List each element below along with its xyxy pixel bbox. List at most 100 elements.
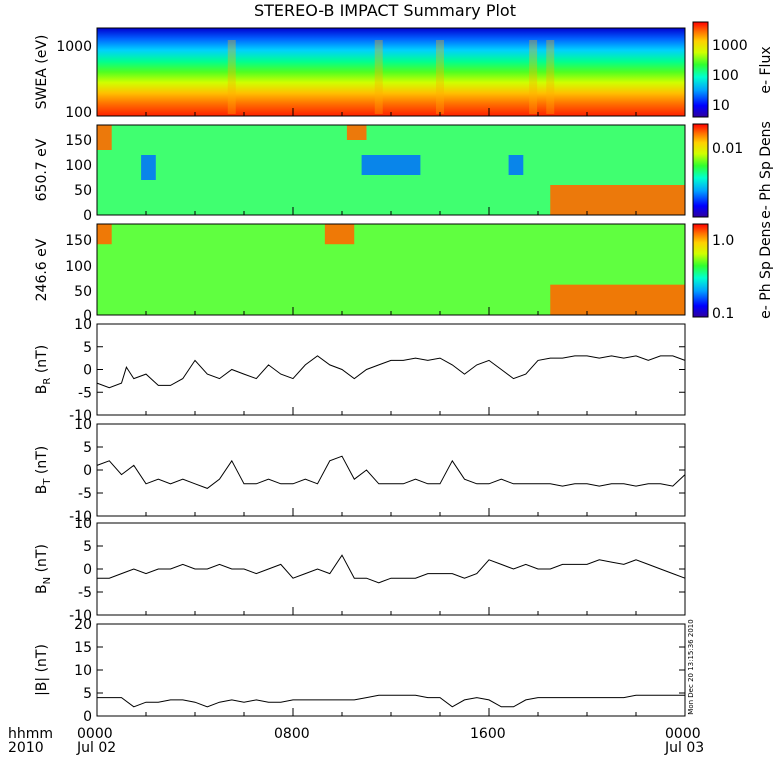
- xtick-1600: 1600: [470, 726, 506, 742]
- br-ytick-label-1: 5: [83, 340, 92, 356]
- br-ylabel-sub: R: [42, 378, 53, 385]
- pad650-region-5: [550, 185, 685, 215]
- pad650-region-4: [508, 155, 524, 175]
- swea-panel: 1000 100 SWEA (eV) 1000 100 10 e- Flux: [34, 21, 774, 121]
- date-start: Jul 02: [76, 740, 116, 756]
- pad246-ytick-0: 0: [83, 308, 92, 324]
- bn-series-line: [97, 554, 686, 584]
- bn-ytick-label-4: -10: [69, 608, 92, 624]
- br-ytick-label-4: -10: [69, 408, 92, 424]
- swea-cbtick-1000: 1000: [712, 38, 748, 54]
- swea-cblabel: e- Flux: [758, 46, 774, 93]
- bmag-ytick-label-4: 0: [83, 709, 92, 725]
- bn-ytick-label-2: 0: [83, 562, 92, 578]
- swea-heatmap: [97, 28, 685, 116]
- date-end: Jul 03: [664, 740, 704, 756]
- pad650-region-2: [346, 125, 367, 140]
- swea-event-0: [227, 40, 236, 114]
- swea-event-3: [529, 40, 538, 114]
- bn-ytick-label-0: 10: [74, 516, 92, 532]
- pad650-ylabel: 650.7 eV: [34, 138, 50, 201]
- swea-ytick-100: 100: [65, 105, 92, 121]
- footer-year: 2010: [8, 740, 44, 756]
- bt-ylabel-main: B: [34, 485, 50, 495]
- bt-ylabel-unit: (nT): [34, 446, 50, 479]
- pad246-cbtick-0.1: 0.1: [712, 306, 734, 322]
- pad246-panel: 150 100 50 0 246.6 eV 1.0 0.1 e- Ph Sp D…: [34, 221, 774, 324]
- bmag-panel: 20 15 10 5 0 |B| (nT): [34, 617, 686, 725]
- pad650-colorbar: [692, 123, 709, 218]
- bt-ytick-label-0: 10: [74, 417, 92, 433]
- bn-ytick-label-1: 5: [83, 539, 92, 555]
- swea-colorbar: [692, 21, 709, 118]
- swea-cbtick-100: 100: [712, 68, 739, 84]
- pad246-ytick-50: 50: [74, 284, 92, 300]
- bt-panel: 10 5 0 -5 -10 BT (nT): [34, 417, 686, 525]
- pad650-region-3: [361, 155, 421, 175]
- bmag-ylabel: |B| (nT): [34, 644, 50, 696]
- swea-cbtick-10: 10: [712, 98, 730, 114]
- swea-event-1: [374, 40, 383, 114]
- bmag-ytick-label-3: 5: [83, 686, 92, 702]
- pad650-ytick-100: 100: [65, 158, 92, 174]
- br-frame: [96, 323, 686, 416]
- swea-event-2: [436, 40, 444, 114]
- bmag-ytick-label-2: 10: [74, 663, 92, 679]
- pad650-ytick-0: 0: [83, 208, 92, 224]
- br-series-line: [96, 355, 686, 389]
- br-ytick-label-3: -5: [78, 385, 92, 401]
- footer-hhmm: hhmm: [8, 726, 53, 742]
- bt-series-line: [96, 455, 686, 489]
- bn-panel: 10 5 0 -5 -10 BN (nT): [34, 516, 686, 624]
- swea-ylabel: SWEA (eV): [34, 35, 50, 110]
- pad246-region-0: [97, 224, 112, 245]
- bt-ylabel-sub: T: [42, 478, 53, 486]
- bt-frame: [96, 423, 686, 517]
- pad650-region-1: [141, 155, 156, 180]
- pad246-ytick-100: 100: [65, 259, 92, 275]
- xtick-0000-start: 0000: [77, 726, 113, 742]
- pad650-region-0: [97, 125, 112, 150]
- bmag-frame: [96, 623, 686, 717]
- pad246-region-1: [324, 224, 355, 245]
- bmag-ytick-label-0: 20: [74, 617, 92, 633]
- bt-ylabel: BT (nT): [34, 446, 53, 495]
- bn-ylabel-unit: (nT): [34, 544, 50, 577]
- generation-stamp: Mon Dec 20 13:15:36 2010: [687, 619, 695, 714]
- bn-ylabel-main: B: [34, 584, 50, 594]
- swea-xticks: [96, 108, 686, 116]
- bt-ytick-label-1: 5: [83, 440, 92, 456]
- pad246-cblabel: e- Ph Sp Dens: [758, 221, 774, 319]
- br-ylabel: BR (nT): [34, 345, 53, 394]
- swea-event-4: [546, 40, 555, 114]
- pad246-ylabel: 246.6 eV: [34, 238, 50, 301]
- bn-ylabel: BN (nT): [34, 544, 53, 594]
- br-ytick-label-0: 10: [74, 317, 92, 333]
- bt-ytick-label-2: 0: [83, 463, 92, 479]
- pad650-xticks: [96, 207, 686, 215]
- bn-frame: [96, 522, 686, 616]
- bt-ytick-label-3: -5: [78, 486, 92, 502]
- br-ytick-label-2: 0: [83, 363, 92, 379]
- pad246-cbtick-1.0: 1.0: [712, 233, 734, 249]
- pad650-cblabel: e- Ph Sp Dens: [758, 121, 774, 219]
- bn-ytick-label-3: -5: [78, 585, 92, 601]
- x-axis: hhmm 2010 0000 0800 1600 0000 Jul 02 Jul…: [8, 726, 704, 756]
- pad246-region-2: [550, 284, 685, 315]
- xtick-0800: 0800: [274, 726, 310, 742]
- br-panel: 10 5 0 -5 -10 BR (nT): [34, 317, 686, 424]
- bt-ytick-label-4: -10: [69, 509, 92, 525]
- bmag-ytick-label-1: 15: [74, 640, 92, 656]
- br-ylabel-unit: (nT): [34, 345, 50, 378]
- pad246-ytick-150: 150: [65, 233, 92, 249]
- pad246-colorbar: [692, 223, 709, 318]
- pad650-panel: 150 100 50 0 650.7 eV 0.01 e- Ph Sp Dens: [34, 121, 774, 224]
- bmag-series-line: [97, 694, 685, 708]
- pad650-cbtick-0.01: 0.01: [712, 141, 743, 157]
- xtick-0000-end: 0000: [665, 726, 701, 742]
- pad650-ytick-150: 150: [65, 133, 92, 149]
- bn-ylabel-sub: N: [42, 577, 53, 584]
- pad650-ytick-50: 50: [74, 183, 92, 199]
- pad246-xticks: [96, 307, 686, 315]
